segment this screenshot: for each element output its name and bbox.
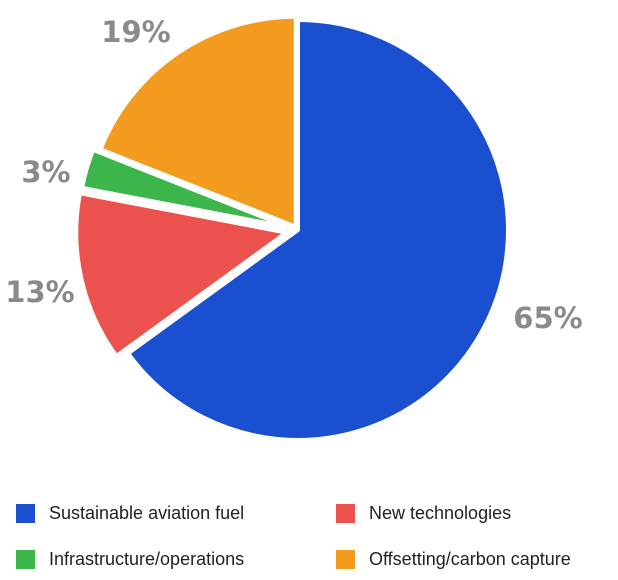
legend-label: Infrastructure/operations [49, 548, 245, 569]
slice-percent-label: 19% [101, 15, 170, 49]
pie-chart: 65% 13% 3% 19% [5, 14, 583, 442]
pie-slices [74, 14, 510, 442]
slice-percent-label: 65% [513, 301, 582, 335]
legend-label: Offsetting/carbon capture [369, 548, 571, 569]
legend-label: Sustainable aviation fuel [49, 502, 245, 523]
legend: Sustainable aviation fuel New technologi… [0, 490, 618, 580]
legend-swatch [16, 503, 35, 523]
legend-item-sustainable-aviation-fuel: Sustainable aviation fuel [16, 500, 244, 526]
pie-slice-new-technologies [74, 191, 289, 359]
legend-swatch [16, 549, 35, 569]
slice-percent-label: 3% [21, 155, 70, 189]
pie-slice-infrastructure-operations [80, 147, 291, 230]
legend-label: New technologies [369, 502, 512, 523]
slice-labels: 65% 13% 3% 19% [5, 15, 582, 335]
legend-swatch [336, 549, 355, 569]
legend-swatch [336, 503, 355, 523]
legend-item-new-technologies: New technologies [336, 500, 511, 526]
pie-slice-offsetting-carbon-capture [98, 14, 298, 229]
legend-item-infrastructure-operations: Infrastructure/operations [16, 546, 244, 572]
legend-item-offsetting-carbon-capture: Offsetting/carbon capture [336, 546, 571, 572]
pie-slice-sustainable-aviation-fuel [126, 18, 510, 442]
slice-percent-label: 13% [5, 275, 74, 309]
